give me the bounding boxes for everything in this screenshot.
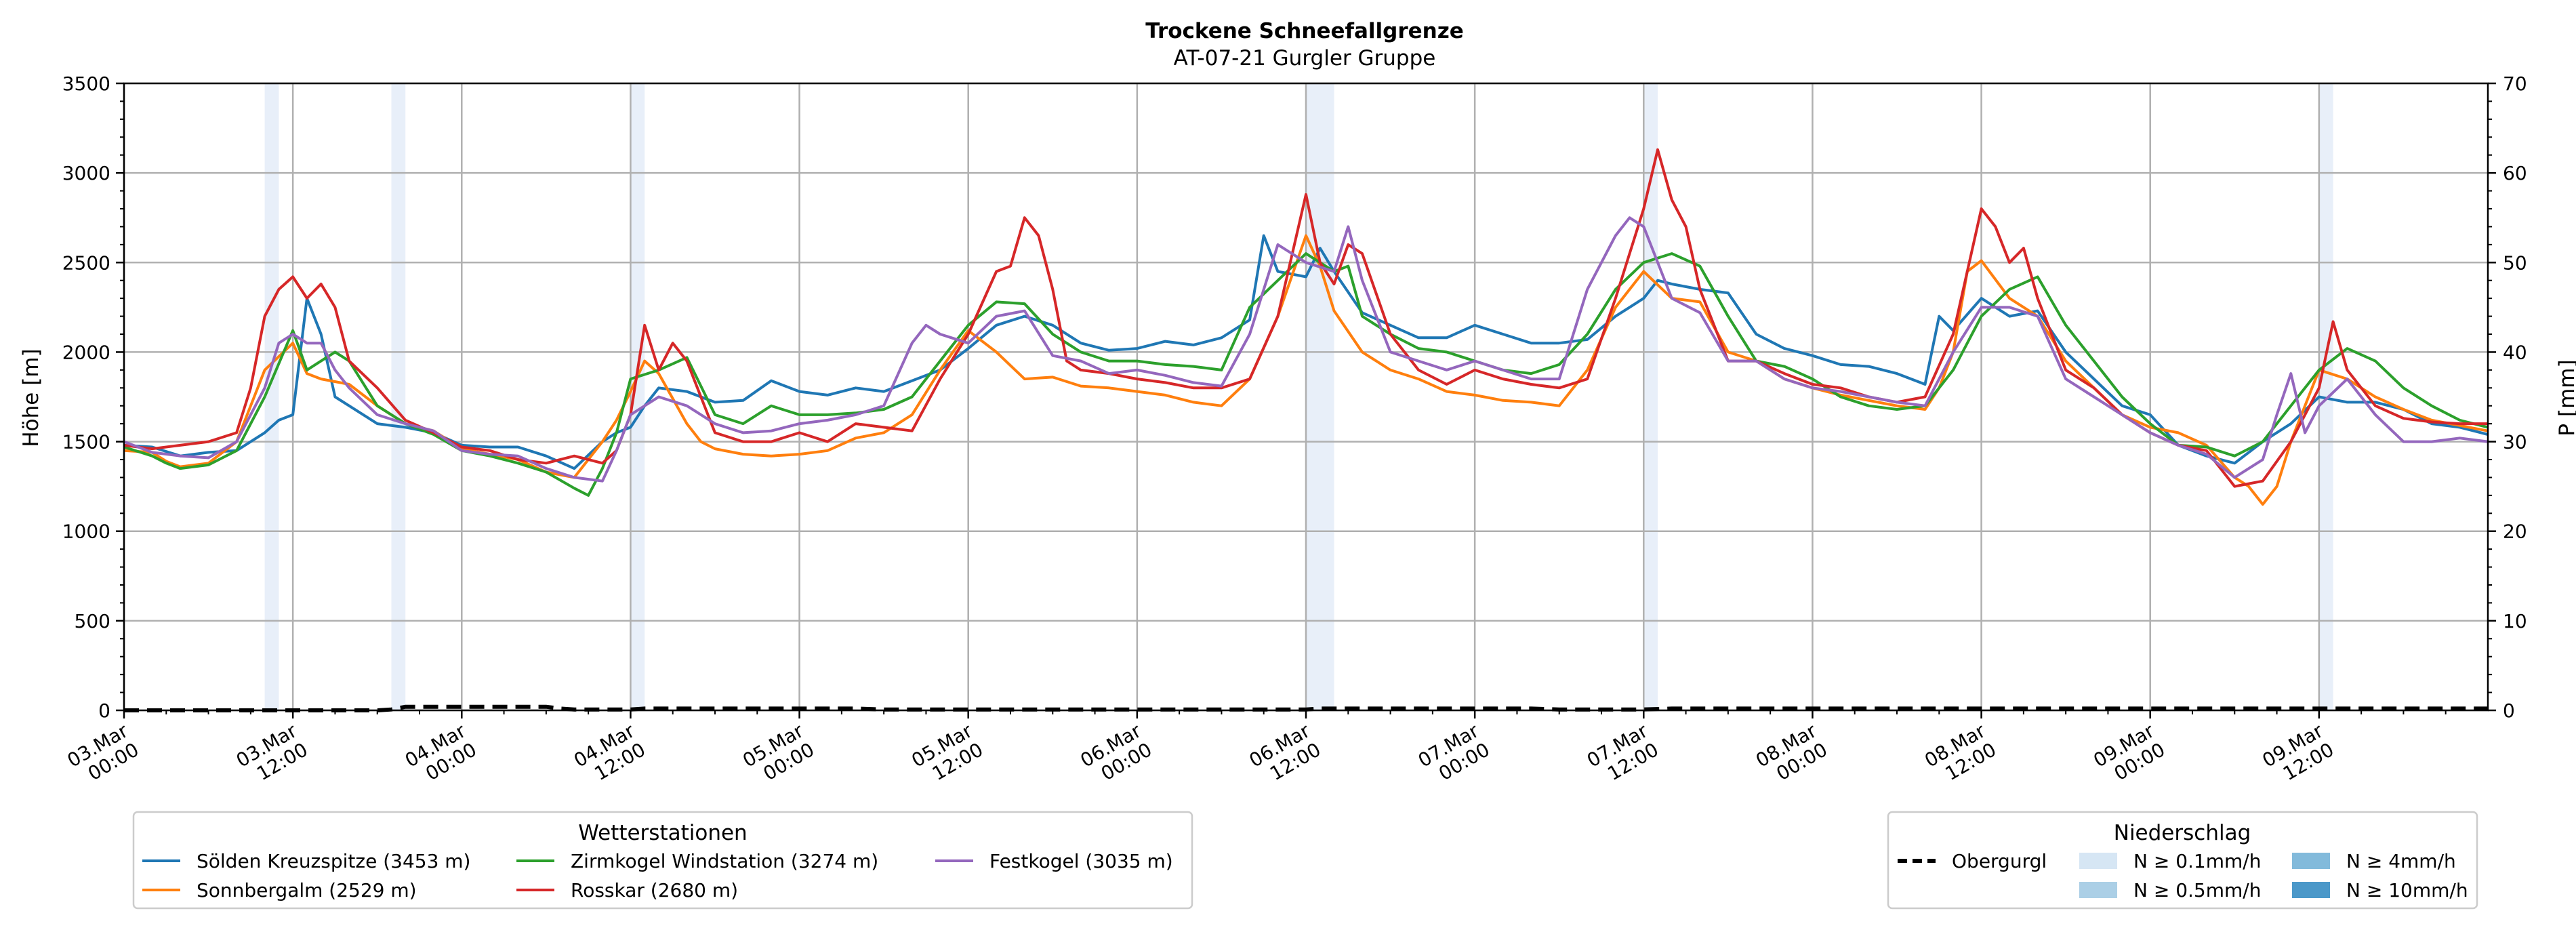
precip-band-1 bbox=[391, 83, 406, 710]
precip-band-3 bbox=[1306, 83, 1334, 710]
legend-precip-label-1: N ≥ 0.1mm/h bbox=[2133, 850, 2261, 872]
legend-stations: Wetterstationen Sölden Kreuzspitze (3453 … bbox=[132, 811, 1193, 910]
y-tick-label: 500 bbox=[75, 610, 110, 632]
plot-area: 0 500 1000 1500 2000 2500 3000 3500 0 10 20 30 40 50 6… bbox=[62, 73, 2527, 785]
precip-line-obergurgl bbox=[124, 704, 2488, 712]
legend-label-1: Sölden Kreuzspitze (3453 m) bbox=[197, 850, 470, 872]
y-axis-label-left: Höhe [m] bbox=[19, 348, 43, 447]
y-right-tick-label: 0 bbox=[2503, 700, 2515, 722]
legend-precip-label-3: N ≥ 4mm/h bbox=[2346, 850, 2456, 872]
legends: Wetterstationen Sölden Kreuzspitze (3453 … bbox=[132, 811, 2478, 910]
y-tick-label: 1500 bbox=[62, 431, 110, 453]
precip-band-0 bbox=[264, 83, 279, 710]
chart-title: Trockene Schneefallgrenze bbox=[1145, 19, 1464, 43]
series-line-4 bbox=[123, 148, 2488, 488]
y-axis-label-right: P [mm] bbox=[2555, 359, 2576, 436]
legend-stations-box bbox=[132, 811, 1193, 910]
legend-precip-label-2: N ≥ 0.5mm/h bbox=[2133, 879, 2261, 901]
legend-precip-title: Niederschlag bbox=[2114, 821, 2251, 845]
legend-label-4: Rosskar (2680 m) bbox=[571, 879, 738, 901]
y-right-tick-label: 60 bbox=[2503, 162, 2527, 184]
y-right-tick-label: 70 bbox=[2503, 73, 2527, 95]
chart-subtitle: AT-07-21 Gurgler Gruppe bbox=[1174, 46, 1436, 70]
y-tick-label: 0 bbox=[98, 700, 110, 722]
legend-precip-swatch-2 bbox=[2079, 882, 2117, 898]
y-tick-label: 3000 bbox=[62, 162, 110, 184]
y-right-tick-label: 10 bbox=[2503, 610, 2527, 632]
legend-precip-swatch-1 bbox=[2079, 853, 2117, 869]
y-tick-label: 2000 bbox=[62, 341, 110, 363]
y-tick-label: 2500 bbox=[62, 251, 110, 274]
legend-stations-title: Wetterstationen bbox=[578, 821, 747, 845]
legend-precip-swatch-4 bbox=[2292, 882, 2330, 898]
y-right-tick-label: 40 bbox=[2503, 341, 2527, 363]
y-tick-label: 3500 bbox=[62, 73, 110, 95]
legend-precip-label-obergurgl: Obergurgl bbox=[1952, 850, 2047, 872]
legend-label-3: Zirmkogel Windstation (3274 m) bbox=[571, 850, 878, 872]
legend-label-2: Sonnbergalm (2529 m) bbox=[197, 879, 417, 901]
legend-label-5: Festkogel (3035 m) bbox=[989, 850, 1173, 872]
series-line-5 bbox=[123, 216, 2489, 483]
y-right-tick-label: 20 bbox=[2503, 521, 2527, 543]
y-tick-label: 1000 bbox=[62, 521, 110, 543]
y-right-tick-label: 30 bbox=[2503, 431, 2527, 453]
precip-band-4 bbox=[1643, 83, 1658, 710]
legend-precip-label-4: N ≥ 10mm/h bbox=[2346, 879, 2468, 901]
legend-precip-swatch-3 bbox=[2292, 853, 2330, 869]
legend-precip: Niederschlag Obergurgl N ≥ 0.1mm/h N ≥ 0.5m… bbox=[1887, 811, 2478, 910]
precip-band-2 bbox=[630, 83, 645, 710]
y-right-tick-label: 50 bbox=[2503, 251, 2527, 274]
